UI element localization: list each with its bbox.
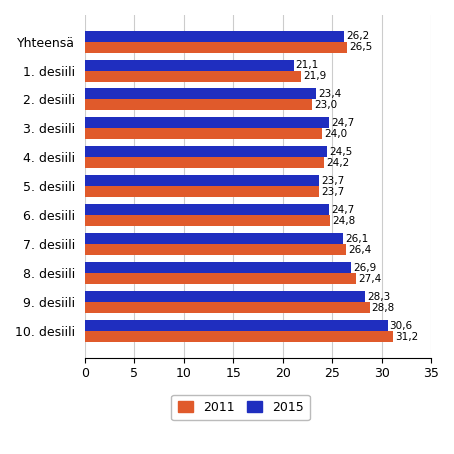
Text: 28,8: 28,8 xyxy=(372,303,395,313)
Text: 23,7: 23,7 xyxy=(321,176,345,186)
Text: 26,1: 26,1 xyxy=(345,234,368,244)
Text: 21,1: 21,1 xyxy=(296,60,319,70)
Bar xyxy=(85,42,347,53)
Text: 31,2: 31,2 xyxy=(395,331,419,341)
Bar xyxy=(85,320,388,331)
Bar xyxy=(85,233,343,244)
Bar xyxy=(85,291,365,302)
Bar xyxy=(85,128,322,139)
Text: 24,7: 24,7 xyxy=(331,118,355,128)
Bar xyxy=(85,302,370,313)
Text: 26,4: 26,4 xyxy=(348,245,371,255)
Bar xyxy=(85,30,344,42)
Bar xyxy=(85,59,294,70)
Bar xyxy=(85,99,312,110)
Text: 28,3: 28,3 xyxy=(367,291,390,301)
Bar xyxy=(85,204,329,215)
Bar xyxy=(85,186,319,197)
Text: 24,0: 24,0 xyxy=(324,129,347,139)
Text: 24,2: 24,2 xyxy=(326,158,350,168)
Bar xyxy=(85,70,301,82)
Bar xyxy=(85,215,330,226)
Bar xyxy=(85,146,327,158)
Bar xyxy=(85,158,324,168)
Bar xyxy=(85,175,319,186)
Text: 24,7: 24,7 xyxy=(331,205,355,215)
Text: 24,8: 24,8 xyxy=(332,216,355,226)
Bar xyxy=(85,262,351,273)
Bar xyxy=(85,273,356,284)
Bar xyxy=(85,89,316,99)
Text: 23,4: 23,4 xyxy=(318,89,341,99)
Text: 23,7: 23,7 xyxy=(321,187,345,197)
Text: 24,5: 24,5 xyxy=(329,147,352,157)
Text: 26,9: 26,9 xyxy=(353,263,376,273)
Text: 21,9: 21,9 xyxy=(303,71,327,81)
Bar xyxy=(85,331,394,342)
Text: 26,5: 26,5 xyxy=(349,42,372,52)
Text: 26,2: 26,2 xyxy=(346,31,369,41)
Legend: 2011, 2015: 2011, 2015 xyxy=(172,395,310,420)
Text: 23,0: 23,0 xyxy=(314,100,337,110)
Bar xyxy=(85,118,329,128)
Bar xyxy=(85,244,346,255)
Text: 30,6: 30,6 xyxy=(390,321,413,331)
Text: 27,4: 27,4 xyxy=(358,274,381,284)
